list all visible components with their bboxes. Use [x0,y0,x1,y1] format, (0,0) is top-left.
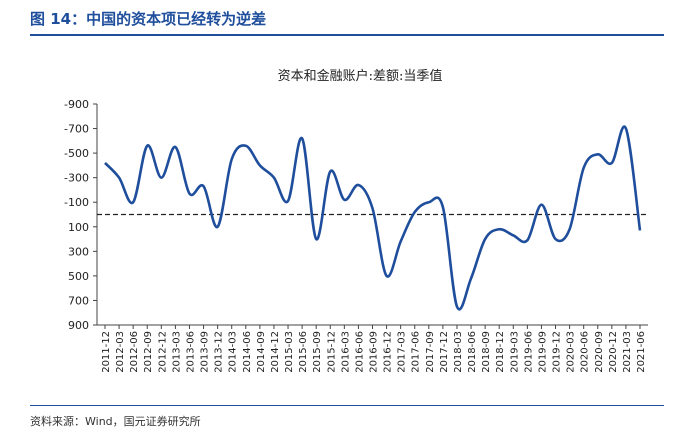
chart-title: 资本和金融账户:差额:当季值 [278,68,443,84]
y-axis-ticks: -900 -700 -500 -300 -100 100 300 500 700 900 [64,98,97,332]
y-tick-label: 300 [68,245,89,258]
x-tick-label: 2020-03 [566,331,577,373]
x-tick-label: 2015-09 [312,331,323,373]
x-tick-label: 2014-12 [270,331,281,373]
x-tick-label: 2019-03 [509,331,520,373]
x-tick-label: 2016-12 [383,331,394,373]
x-tick-label: 2012-12 [157,331,168,373]
source-note: 资料来源：Wind，国元证券研究所 [30,415,201,428]
x-tick-label: 2015-12 [326,331,337,373]
y-tick-label: 700 [68,294,89,307]
x-tick-label: 2018-12 [495,331,506,373]
x-tick-label: 2014-03 [228,331,239,373]
figure-title: 图 14：中国的资本项已经转为逆差 [30,10,267,28]
y-tick-label: -700 [64,123,89,136]
y-tick-label: 900 [68,319,89,332]
x-tick-label: 2016-09 [369,331,380,373]
x-tick-label: 2016-03 [340,331,351,373]
x-tick-label: 2021-06 [636,331,647,373]
x-tick-label: 2021-03 [622,331,633,373]
x-tick-label: 2013-06 [185,331,196,373]
title-divider [30,34,664,36]
x-tick-label: 2017-06 [411,331,422,373]
x-tick-label: 2017-09 [425,331,436,373]
x-tick-label: 2019-09 [537,331,548,373]
x-tick-label: 2013-03 [171,331,182,373]
x-tick-label: 2013-12 [214,331,225,373]
x-tick-label: 2012-06 [129,331,140,373]
y-tick-label: -300 [64,172,89,185]
x-tick-label: 2018-03 [453,331,464,373]
series-line [104,125,642,311]
x-tick-label: 2019-12 [552,331,563,373]
x-tick-label: 2013-09 [200,331,211,373]
x-tick-label: 2014-06 [242,331,253,373]
x-tick-label: 2015-03 [284,331,295,373]
x-tick-label: 2018-06 [467,331,478,373]
x-tick-label: 2015-06 [298,331,309,373]
x-tick-label: 2020-06 [580,331,591,373]
x-tick-label: 2017-03 [397,331,408,373]
x-tick-label: 2014-09 [256,331,267,373]
x-tick-label: 2012-03 [115,331,126,373]
x-tick-label: 2020-09 [594,331,605,373]
x-tick-label: 2018-09 [481,331,492,373]
x-tick-label: 2017-12 [439,331,450,373]
y-tick-label: 100 [68,221,89,234]
x-tick-label: 2020-12 [608,331,619,373]
x-tick-label: 2016-06 [354,331,365,373]
y-tick-label: -500 [64,147,89,160]
source-divider [30,405,664,406]
y-tick-label: 500 [68,270,89,283]
y-tick-label: -100 [64,196,89,209]
x-axis-ticks: 2011-12 2012-03 2012-06 2012-09 2012-12 2013-… [101,325,647,373]
x-tick-label: 2019-06 [523,331,534,373]
x-tick-label: 2012-09 [143,331,154,373]
y-tick-label: -900 [64,98,89,111]
x-tick-label: 2011-12 [101,331,112,373]
